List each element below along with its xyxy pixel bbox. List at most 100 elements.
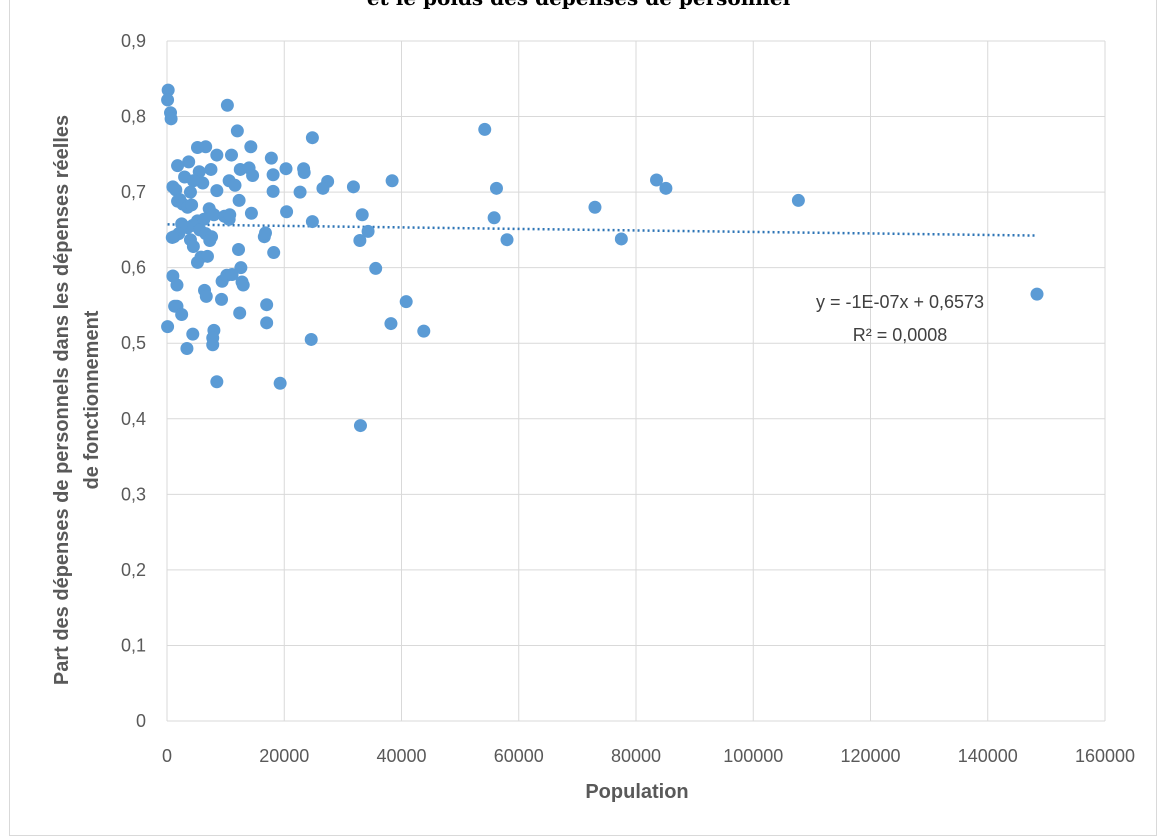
x-tick-label: 40000 [376, 746, 426, 766]
data-point [207, 208, 221, 222]
y-axis-title-line2: de fonctionnement [81, 310, 103, 489]
data-point [210, 148, 224, 162]
data-point [353, 419, 367, 433]
data-point [246, 168, 260, 182]
y-tick-label: 0,6 [121, 258, 146, 278]
data-point [588, 200, 602, 214]
data-point [267, 246, 281, 260]
data-point [487, 211, 501, 225]
data-point [614, 232, 628, 246]
data-point [190, 141, 204, 155]
y-tick-label: 0 [136, 711, 146, 731]
data-point [225, 267, 239, 281]
x-tick-label: 160000 [1075, 746, 1135, 766]
data-point [260, 316, 274, 330]
data-point [210, 375, 224, 389]
x-tick-label: 60000 [494, 746, 544, 766]
data-point [258, 226, 272, 240]
data-point [355, 208, 369, 222]
data-point [186, 327, 200, 341]
data-point [171, 159, 185, 173]
data-point [224, 148, 238, 162]
data-point [264, 151, 278, 165]
data-point [175, 217, 189, 231]
data-point [266, 168, 280, 182]
data-point [228, 178, 242, 192]
data-point [220, 98, 234, 112]
data-point [175, 308, 189, 322]
data-point [417, 324, 431, 338]
data-point [180, 342, 194, 356]
x-axis-title: Population [585, 781, 688, 803]
data-point [232, 243, 246, 257]
data-point [186, 174, 200, 188]
data-point [500, 233, 514, 247]
trendline-equation: y = -1E-07x + 0,6573 [816, 292, 984, 312]
data-point [244, 140, 258, 154]
data-point [489, 181, 503, 195]
x-tick-label: 120000 [840, 746, 900, 766]
data-point [200, 249, 214, 263]
x-tick-label: 140000 [958, 746, 1018, 766]
data-point [183, 185, 197, 199]
data-point [215, 292, 229, 306]
data-point [161, 83, 175, 97]
y-tick-label: 0,7 [121, 182, 146, 202]
data-point [206, 338, 220, 352]
y-tick-label: 0,9 [121, 31, 146, 51]
trendline [167, 223, 1038, 237]
data-point [304, 332, 318, 346]
data-point [385, 174, 399, 188]
data-point [260, 298, 274, 312]
x-tick-label: 100000 [723, 746, 783, 766]
y-axis-title-line1: Part des dépenses de personnels dans les… [51, 115, 73, 685]
data-point [791, 193, 805, 207]
data-point [659, 181, 673, 195]
x-tick-label: 0 [162, 746, 172, 766]
data-point [233, 306, 247, 320]
data-point [273, 376, 287, 390]
data-point [186, 240, 200, 254]
data-point [244, 206, 258, 220]
data-point [279, 162, 293, 176]
data-point [384, 317, 398, 331]
data-point [399, 295, 413, 309]
data-point [203, 233, 217, 247]
data-point [305, 131, 319, 145]
data-point [280, 205, 294, 219]
data-point [204, 162, 218, 176]
y-tick-label: 0,3 [121, 484, 146, 504]
data-point [230, 124, 244, 138]
data-point [182, 155, 196, 169]
trendline-r-squared: R² = 0,0008 [853, 325, 948, 345]
data-point [169, 183, 183, 197]
data-point [164, 112, 178, 126]
data-point [478, 122, 492, 136]
data-point [197, 212, 211, 226]
data-point [305, 215, 319, 229]
data-point [199, 289, 213, 303]
data-point [232, 193, 246, 207]
data-point [316, 181, 330, 195]
data-point [293, 185, 307, 199]
data-point [165, 230, 179, 244]
data-point [650, 173, 664, 187]
data-point [353, 233, 367, 247]
y-tick-label: 0,1 [121, 635, 146, 655]
data-point [161, 320, 175, 334]
data-point [346, 180, 360, 194]
y-tick-label: 0,8 [121, 107, 146, 127]
data-point [361, 224, 375, 238]
y-tick-label: 0,2 [121, 560, 146, 580]
data-point [369, 261, 383, 275]
data-point [236, 278, 250, 292]
data-point [1030, 287, 1044, 301]
data-point [185, 198, 199, 212]
data-point [266, 184, 280, 198]
y-tick-label: 0,5 [121, 333, 146, 353]
data-point [210, 184, 224, 198]
y-tick-label: 0,4 [121, 409, 146, 429]
data-point [170, 278, 184, 292]
data-point [190, 255, 204, 269]
